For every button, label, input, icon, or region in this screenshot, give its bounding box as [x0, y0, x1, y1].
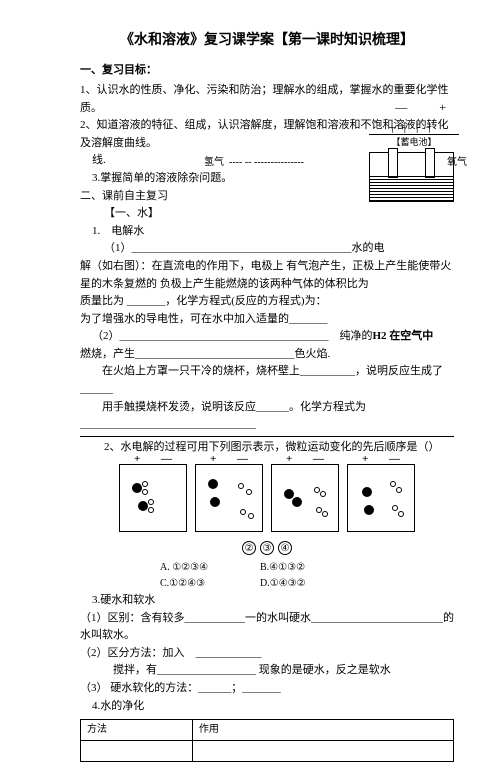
battery-label: 【蓄电池】 — [369, 135, 459, 149]
circle-labels: ②③④ — [80, 540, 454, 558]
polarity-label: — + — [395, 98, 456, 117]
doc-title: 《水和溶液》复习课学案【第一课时知识梳理】 — [80, 30, 454, 52]
tbl-h2: 作用 — [192, 720, 453, 741]
p1-1: 1. 电解水 — [92, 223, 454, 241]
part1-title: 【一、水】 — [104, 205, 454, 223]
p3-2b: 搅拌，有__________________ 现象的是硬水，反之是软水 — [80, 662, 454, 680]
gas-h: 氢气 — [204, 155, 224, 171]
battery-bar: ┌┤├┐ — [369, 120, 459, 135]
p3-3: （3） 硬水软化的方法：______；_______ — [80, 680, 454, 698]
panel-4: +— — [347, 464, 415, 532]
p3-2: （2）区分方法：加入 ____________ — [80, 645, 454, 663]
section-1-heading: 一、复习目标： — [80, 62, 454, 80]
p1-2-beaker: 在火焰上方罩一只干冷的烧杯，烧杯壁上__________，说明反应生成了____… — [80, 363, 454, 398]
electrolysis-vessel — [369, 152, 454, 202]
table-cell — [81, 741, 193, 762]
p3: 3.硬水和软水 — [92, 592, 454, 610]
p1-1-mass: 质量比为 _______，化学方程式(反应的方程式)为： — [80, 293, 454, 311]
p1-2-burn: 燃烧，产生_____________________________色火焰. — [80, 346, 454, 364]
options: A. ①②③④B.④①③② C.①②④③D.①④③② — [160, 560, 454, 592]
purification-table: 方法作用 — [80, 719, 454, 762]
p1-1-add: 为了增强水的导电性，可在水中加入适量的_______ — [80, 311, 454, 329]
p1-2-touch: 用手触摸烧杯发烫，说明该反应______。化学方程式为_____________… — [80, 399, 454, 434]
p2: 2、水电解的过程可用下列图示表示，微粒运动变化的先后顺序是（） — [104, 439, 454, 457]
diagram-panels: +— +— +— +— — [80, 464, 454, 532]
divider — [80, 436, 454, 437]
panel-3: +— — [271, 464, 339, 532]
p1-2: （2）_____________________________________… — [92, 328, 454, 346]
panel-1: +— — [119, 464, 187, 532]
panel-2: +— — [195, 464, 263, 532]
tbl-h1: 方法 — [81, 720, 193, 741]
table-cell — [192, 741, 453, 762]
electrolysis-diagram: ┌┤├┐ 【蓄电池】 氢气 ---- -- --------------- 氧气 — [369, 120, 459, 202]
p1-1-desc: 解（如右图）：在直流电的作用下，电极上 有气泡产生，正极上产生能使带火星的木条复… — [80, 258, 454, 293]
p1-1-text: （1）_____________________________________… — [104, 240, 454, 258]
p3-1: （1）区别：含有较多___________一的水叫硬水_____________… — [80, 610, 454, 645]
